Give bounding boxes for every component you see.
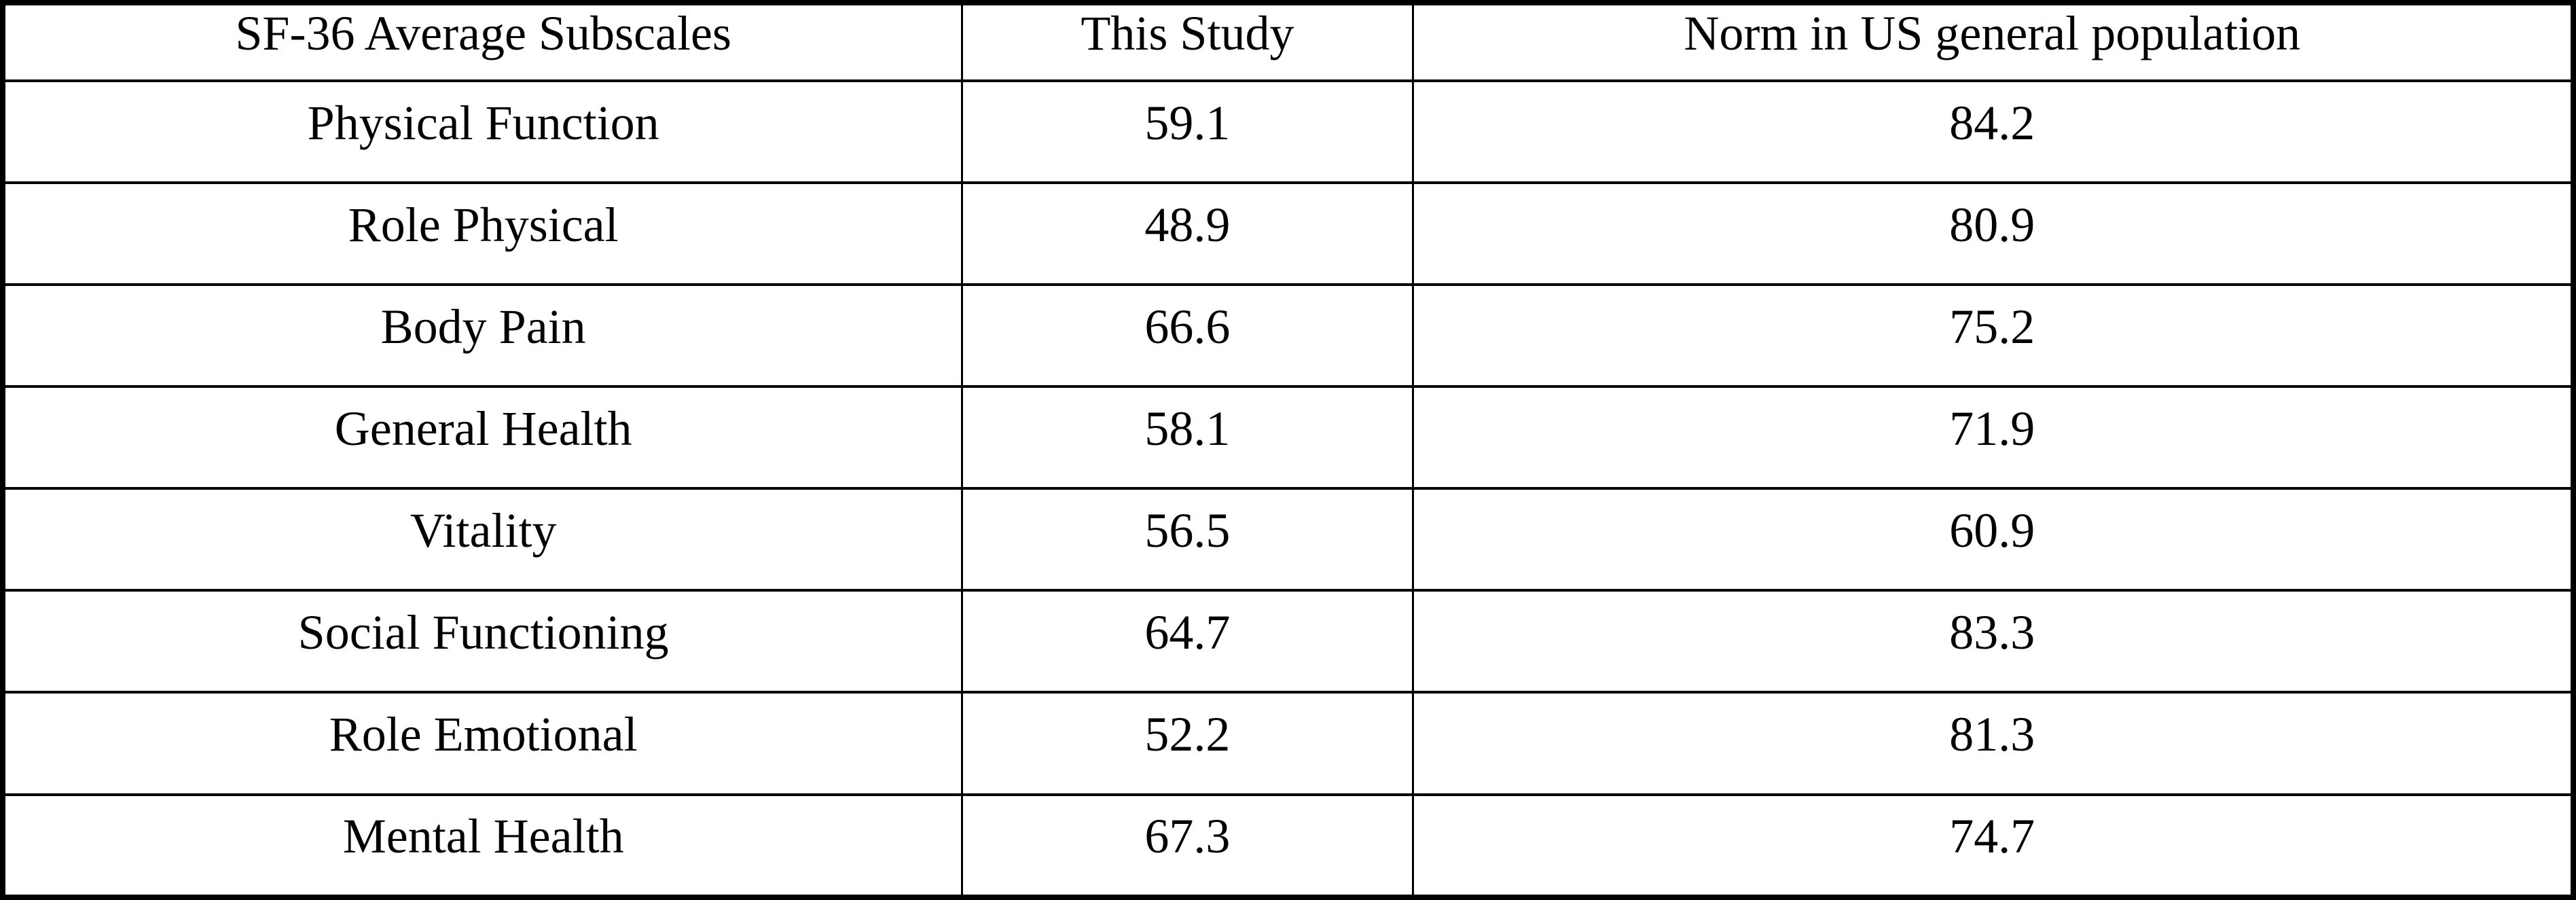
norm-value-cell: 80.9	[1411, 181, 2571, 287]
table-row: Vitality 56.5 60.9	[5, 487, 2571, 592]
table-row: Role Physical 48.9 80.9	[5, 181, 2571, 287]
header-row: SF-36 Average Subscales This Study Norm …	[5, 5, 2571, 82]
norm-value-cell: 81.3	[1411, 691, 2571, 796]
subscale-name-cell: Role Physical	[5, 181, 964, 287]
norm-value-cell: 74.7	[1411, 793, 2571, 895]
subscale-name-cell: Social Functioning	[5, 589, 964, 694]
this-study-value-cell: 64.7	[961, 589, 1414, 694]
subscale-name-cell: Physical Function	[5, 79, 964, 185]
norm-value-cell: 83.3	[1411, 589, 2571, 694]
norm-value-cell: 75.2	[1411, 283, 2571, 389]
table-row: General Health 58.1 71.9	[5, 385, 2571, 490]
this-study-value-cell: 58.1	[961, 385, 1414, 490]
subscale-name-cell: Role Emotional	[5, 691, 964, 796]
subscale-name-cell: Body Pain	[5, 283, 964, 389]
header-cell-this-study: This Study	[961, 5, 1414, 82]
norm-value-cell: 84.2	[1411, 79, 2571, 185]
table-row: Role Emotional 52.2 81.3	[5, 691, 2571, 796]
this-study-value-cell: 59.1	[961, 79, 1414, 185]
sf36-comparison-table: SF-36 Average Subscales This Study Norm …	[5, 5, 2571, 895]
table-row: Physical Function 59.1 84.2	[5, 79, 2571, 185]
this-study-value-cell: 48.9	[961, 181, 1414, 287]
table-row: Mental Health 67.3 74.7	[5, 793, 2571, 895]
subscale-name-cell: Vitality	[5, 487, 964, 592]
header-cell-norm: Norm in US general population	[1411, 5, 2571, 82]
this-study-value-cell: 52.2	[961, 691, 1414, 796]
this-study-value-cell: 67.3	[961, 793, 1414, 895]
table-row: Body Pain 66.6 75.2	[5, 283, 2571, 389]
subscale-name-cell: Mental Health	[5, 793, 964, 895]
subscale-name-cell: General Health	[5, 385, 964, 490]
norm-value-cell: 60.9	[1411, 487, 2571, 592]
norm-value-cell: 71.9	[1411, 385, 2571, 490]
this-study-value-cell: 56.5	[961, 487, 1414, 592]
this-study-value-cell: 66.6	[961, 283, 1414, 389]
table-row: Social Functioning 64.7 83.3	[5, 589, 2571, 694]
header-cell-subscales: SF-36 Average Subscales	[5, 5, 964, 82]
